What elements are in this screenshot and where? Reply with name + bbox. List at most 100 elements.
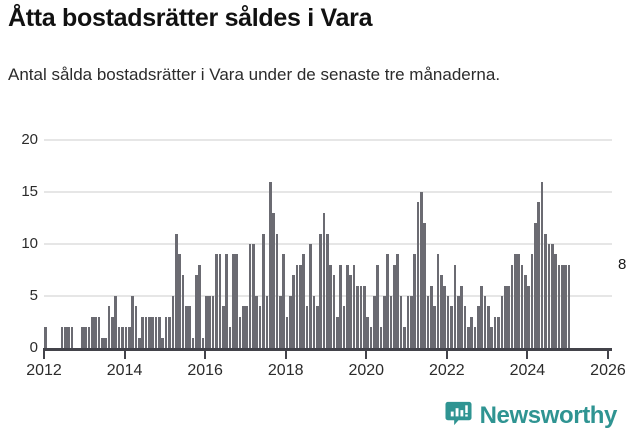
bar	[477, 306, 480, 348]
bar	[107, 306, 111, 348]
bar	[248, 244, 252, 348]
bar	[547, 244, 551, 348]
bar	[366, 316, 369, 348]
bar	[84, 327, 87, 348]
bar	[272, 212, 275, 348]
bar	[473, 327, 477, 348]
bar	[302, 254, 306, 348]
x-axis-tick-mark	[606, 348, 609, 359]
bar	[188, 306, 191, 348]
newsworthy-logo: Newsworthy	[445, 400, 617, 432]
bar	[148, 316, 151, 348]
bar	[60, 327, 64, 348]
bar	[470, 316, 473, 348]
bars-container	[0, 126, 631, 348]
bar	[524, 275, 527, 348]
bar	[174, 233, 178, 348]
bar	[299, 264, 302, 348]
page-subtitle: Antal sålda bostadsrätter i Vara under d…	[8, 65, 501, 84]
bar	[544, 233, 547, 348]
bar	[352, 264, 356, 348]
bar	[121, 327, 124, 348]
bar	[315, 306, 319, 348]
bar	[127, 327, 131, 348]
bar	[141, 316, 144, 348]
bar	[262, 233, 265, 348]
bar	[356, 285, 359, 348]
y-axis-tick-label: 10	[21, 235, 38, 252]
y-axis-tick-label: 5	[29, 287, 38, 304]
bar	[111, 316, 114, 348]
bar	[258, 306, 262, 348]
bar	[70, 327, 74, 348]
bar	[359, 285, 363, 348]
bar	[550, 244, 554, 348]
x-axis-tick-label: 2024	[509, 362, 546, 379]
bar	[289, 296, 292, 348]
bar	[221, 306, 225, 348]
x-axis-tick-label: 2012	[26, 362, 62, 379]
bar	[124, 327, 128, 348]
bar	[483, 296, 487, 348]
bar	[433, 306, 437, 348]
bar	[282, 254, 285, 348]
bar	[87, 327, 91, 348]
bar	[191, 337, 195, 348]
bar	[372, 296, 376, 348]
bar	[168, 316, 171, 348]
bar	[534, 223, 537, 348]
bar	[554, 254, 557, 348]
bar	[205, 296, 208, 348]
bar	[537, 202, 541, 348]
bar	[383, 296, 386, 348]
bar	[235, 254, 238, 348]
bar	[540, 181, 544, 348]
bar	[513, 254, 517, 348]
bar	[309, 244, 312, 348]
bar	[362, 285, 366, 348]
bar	[101, 337, 104, 348]
bar	[285, 316, 289, 348]
bar	[480, 285, 484, 348]
bar	[80, 327, 84, 348]
x-axis-tick-label: 2022	[429, 362, 465, 379]
bar	[275, 233, 279, 348]
x-axis-tick-mark	[123, 348, 126, 359]
bar	[527, 285, 530, 348]
highlight-value-label: 8	[616, 255, 628, 273]
bar	[342, 306, 346, 348]
bar	[423, 223, 426, 348]
bar	[134, 306, 138, 348]
bar	[463, 306, 467, 348]
bar	[510, 264, 514, 348]
bar	[322, 212, 326, 348]
bar-chart-bubble-icon	[445, 400, 472, 432]
gridline	[44, 191, 612, 193]
bar	[161, 337, 165, 348]
bar	[409, 296, 413, 348]
bar	[466, 327, 470, 348]
x-axis-tick-mark	[284, 348, 287, 359]
y-axis-tick-label: 15	[21, 183, 38, 200]
x-axis-line	[44, 348, 612, 351]
x-axis-tick-label: 2014	[106, 362, 143, 379]
bar	[567, 264, 571, 348]
bar	[104, 337, 108, 348]
bar	[154, 316, 158, 348]
bar	[500, 296, 504, 348]
x-axis-tick-label: 2020	[348, 362, 385, 379]
bar	[419, 192, 423, 348]
bar	[325, 233, 329, 348]
bar-chart: 0 5 10 15 20 2012 2014 2016 2018 2020 2022 2024 202…	[0, 126, 631, 391]
bar	[399, 296, 403, 348]
bar	[346, 264, 349, 348]
bar	[278, 296, 282, 348]
x-axis-tick-label: 2026	[590, 362, 626, 379]
bar	[393, 264, 396, 348]
bar	[369, 327, 373, 348]
bar	[292, 275, 296, 348]
bar	[117, 327, 121, 348]
bar	[231, 254, 235, 348]
bar	[208, 296, 212, 348]
bar	[64, 327, 67, 348]
